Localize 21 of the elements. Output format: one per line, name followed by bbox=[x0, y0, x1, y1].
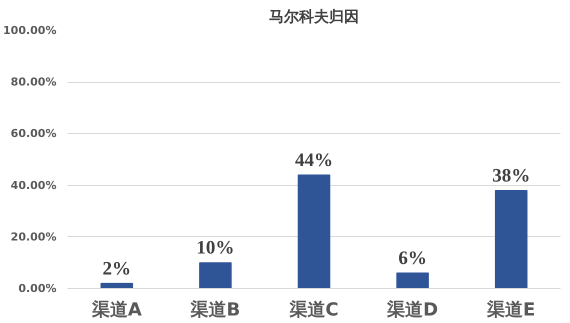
x-tick-label: 渠道A bbox=[90, 300, 142, 320]
bar bbox=[494, 190, 528, 288]
chart-title: 马尔科夫归因 bbox=[269, 8, 359, 26]
data-label: 38% bbox=[492, 165, 530, 186]
data-label: 10% bbox=[196, 238, 234, 259]
y-tick-label: 40.00% bbox=[10, 178, 57, 192]
y-tick-label: 100.00% bbox=[3, 24, 57, 37]
x-tick-label: 渠道C bbox=[288, 300, 339, 320]
y-tick-label: 0.00% bbox=[18, 282, 57, 295]
x-tick-label: 渠道D bbox=[386, 300, 438, 320]
x-tick-label: 渠道E bbox=[486, 300, 536, 320]
x-tick-label: 渠道B bbox=[190, 300, 240, 320]
bar bbox=[396, 272, 429, 288]
y-tick-label: 80.00% bbox=[10, 76, 57, 89]
y-tick-label: 60.00% bbox=[10, 127, 57, 140]
bar bbox=[298, 174, 330, 288]
y-tick-label: 20.00% bbox=[10, 230, 57, 244]
bar bbox=[199, 262, 232, 288]
data-label: 6% bbox=[398, 248, 427, 270]
data-label: 2% bbox=[102, 258, 132, 280]
data-label: 44% bbox=[295, 150, 333, 171]
